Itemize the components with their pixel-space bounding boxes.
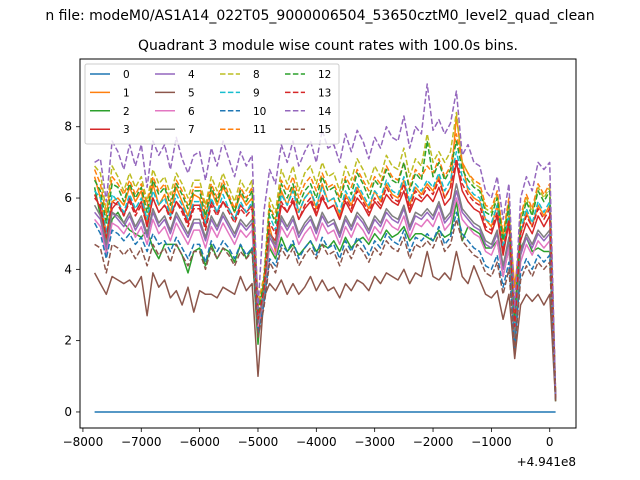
x-tick-label: −2000	[413, 435, 454, 449]
series-line-5	[93, 250, 557, 402]
x-tick-label: −8000	[63, 435, 104, 449]
y-tick-label: 6	[64, 191, 72, 205]
plot-area	[79, 58, 577, 429]
x-axis-ticks: −8000 −7000 −6000 −5000 −4000 −3000 −2000 −1000…	[63, 428, 554, 449]
legend-label-15: 15	[318, 124, 331, 136]
series-line-9	[94, 150, 557, 398]
x-tick-label: 0	[546, 435, 554, 449]
series-line-15	[94, 218, 557, 402]
x-tick-label: −6000	[179, 435, 220, 449]
y-tick-label: 2	[64, 334, 72, 348]
legend-label-1: 1	[123, 87, 130, 99]
chart-suptitle: n file: modeM0/AS1A14_022T05_9000006504_…	[45, 8, 594, 24]
legend-label-2: 2	[123, 106, 130, 118]
y-tick-label: 8	[64, 120, 72, 134]
series-line-12	[93, 140, 557, 395]
x-tick-label: −3000	[354, 435, 395, 449]
legend-label-4: 4	[188, 69, 195, 81]
series-line-10	[93, 211, 557, 402]
x-offset-label: +4.941e8	[517, 455, 576, 469]
legend-label-7: 7	[188, 124, 195, 136]
series-line-1	[93, 115, 557, 398]
x-tick-label: −4000	[296, 435, 337, 449]
legend-label-0: 0	[123, 69, 130, 81]
x-tick-label: −1000	[471, 435, 512, 449]
legend-label-6: 6	[188, 106, 195, 118]
series-line-8	[94, 111, 557, 395]
legend-label-11: 11	[253, 124, 266, 136]
legend-label-13: 13	[318, 87, 331, 99]
series-line-11	[93, 133, 557, 395]
legend-label-9: 9	[253, 87, 260, 99]
series-line-4	[94, 190, 557, 398]
y-tick-label: 0	[64, 405, 72, 419]
axes-frame	[79, 58, 577, 429]
legend-box	[84, 63, 340, 145]
legend-label-10: 10	[253, 106, 266, 118]
series-line-13	[94, 158, 557, 398]
x-tick-label: −7000	[121, 435, 162, 449]
legend-label-14: 14	[318, 106, 332, 118]
legend-label-12: 12	[318, 69, 331, 81]
legend-label-3: 3	[123, 124, 130, 136]
y-tick-label: 4	[64, 262, 72, 276]
legend-label-8: 8	[253, 69, 260, 81]
series-line-6	[94, 197, 557, 398]
chart-title: Quadrant 3 module wise count rates with …	[138, 38, 518, 54]
series-line-2	[93, 187, 557, 402]
legend-label-5: 5	[188, 87, 195, 99]
x-tick-label: −5000	[238, 435, 279, 449]
series-line-7	[93, 183, 557, 398]
series-layer	[93, 83, 557, 413]
y-axis-ticks: 0 2 4 6 8	[64, 120, 80, 419]
